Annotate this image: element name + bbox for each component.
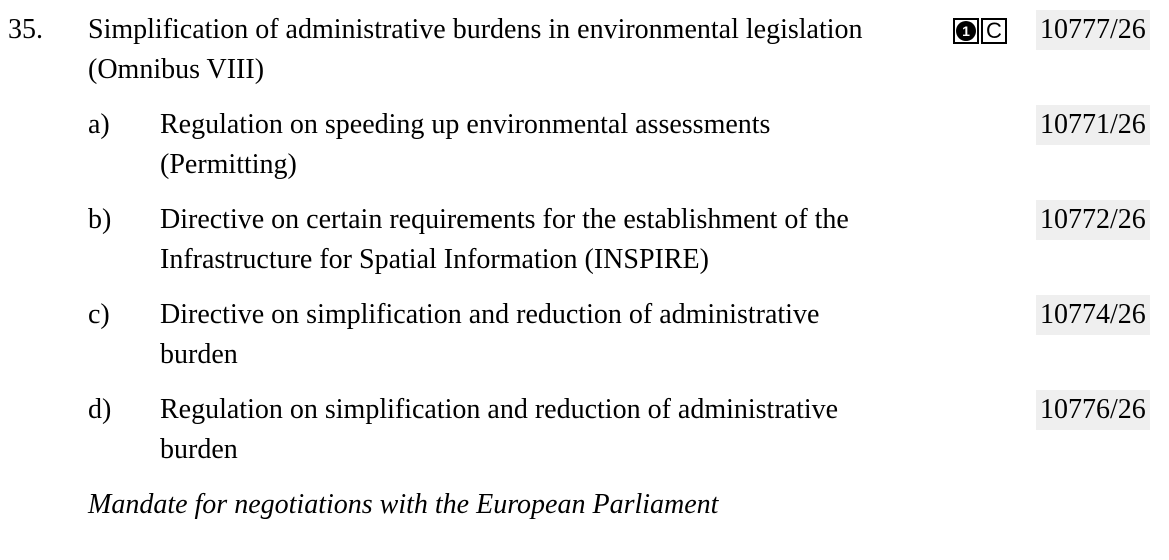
doc-ref: 10776/26 xyxy=(1036,390,1150,430)
subitem-text: Directive on simplification and reductio… xyxy=(160,299,820,370)
badges: 1 C xyxy=(953,18,1009,44)
doc-ref: 10774/26 xyxy=(1036,295,1150,335)
badge: 1 xyxy=(953,18,979,44)
subitem-letter: b) xyxy=(88,204,112,235)
note: Mandate for negotiations with the Europe… xyxy=(88,489,719,520)
badge: C xyxy=(981,18,1007,44)
subitem-text: Regulation on speeding up environmental … xyxy=(160,109,771,180)
doc-ref: 10771/26 xyxy=(1036,105,1150,145)
subitem-letter: c) xyxy=(88,299,110,330)
subitem-text: Regulation on simplification and reducti… xyxy=(160,394,839,465)
doc-ref: 10772/26 xyxy=(1036,200,1150,240)
doc-ref: 10777/26 xyxy=(1036,10,1150,50)
subitem-letter: a) xyxy=(88,109,110,140)
badge-text: 1 xyxy=(956,21,976,41)
subitem-text: Directive on certain requirements for th… xyxy=(160,204,849,275)
item-number: 35. xyxy=(8,14,43,45)
subitem-letter: d) xyxy=(88,394,112,425)
item-title: Simplification of administrative burdens… xyxy=(88,14,863,85)
